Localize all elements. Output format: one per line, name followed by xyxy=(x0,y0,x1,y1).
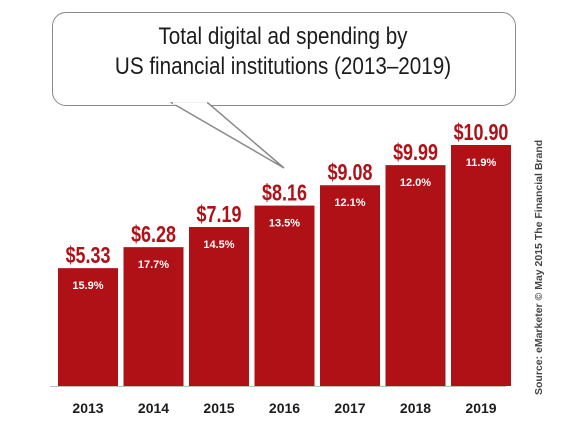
growth-label: 15.9% xyxy=(72,280,103,292)
chart-title-block: Total digital ad spending by US financia… xyxy=(84,22,481,82)
growth-label: 12.0% xyxy=(400,177,431,189)
x-tick-label: 2018 xyxy=(400,400,431,416)
x-tick-label: 2013 xyxy=(72,400,103,416)
bar-2015 xyxy=(189,227,249,386)
growth-label: 11.9% xyxy=(466,157,497,169)
value-label: $10.90 xyxy=(454,120,509,146)
growth-label: 12.1% xyxy=(334,197,365,209)
bar-2019 xyxy=(451,145,511,386)
growth-label: 14.5% xyxy=(203,239,234,251)
value-label: $7.19 xyxy=(197,202,242,228)
source-note: Source: eMarketer © May 2015 The Financi… xyxy=(533,139,545,395)
value-label: $9.08 xyxy=(328,160,373,186)
growth-label: 13.5% xyxy=(269,218,300,230)
title-callout xyxy=(52,12,516,106)
bar-2017 xyxy=(320,185,380,386)
x-tick-label: 2016 xyxy=(269,400,300,416)
bar-2018 xyxy=(385,165,446,386)
x-tick-label: 2015 xyxy=(203,400,234,416)
bar-2016 xyxy=(254,205,315,386)
value-label: $5.33 xyxy=(66,243,111,269)
bar-2014 xyxy=(123,247,184,386)
chart-subtitle: US financial institutions (2013–2019) xyxy=(114,53,452,80)
chart-title: Total digital ad spending by xyxy=(158,23,408,50)
value-label: $9.99 xyxy=(393,140,438,166)
growth-label: 17.7% xyxy=(138,259,169,271)
x-tick-label: 2014 xyxy=(138,400,169,416)
x-tick-label: 2019 xyxy=(465,400,496,416)
bar-2013 xyxy=(58,268,118,386)
value-label: $6.28 xyxy=(131,222,176,248)
value-label: $8.16 xyxy=(262,181,307,207)
x-tick-label: 2017 xyxy=(334,400,365,416)
